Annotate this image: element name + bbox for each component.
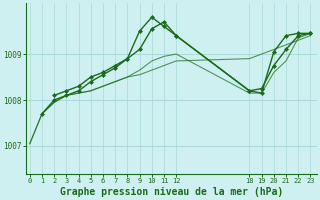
X-axis label: Graphe pression niveau de la mer (hPa): Graphe pression niveau de la mer (hPa) — [60, 186, 283, 197]
